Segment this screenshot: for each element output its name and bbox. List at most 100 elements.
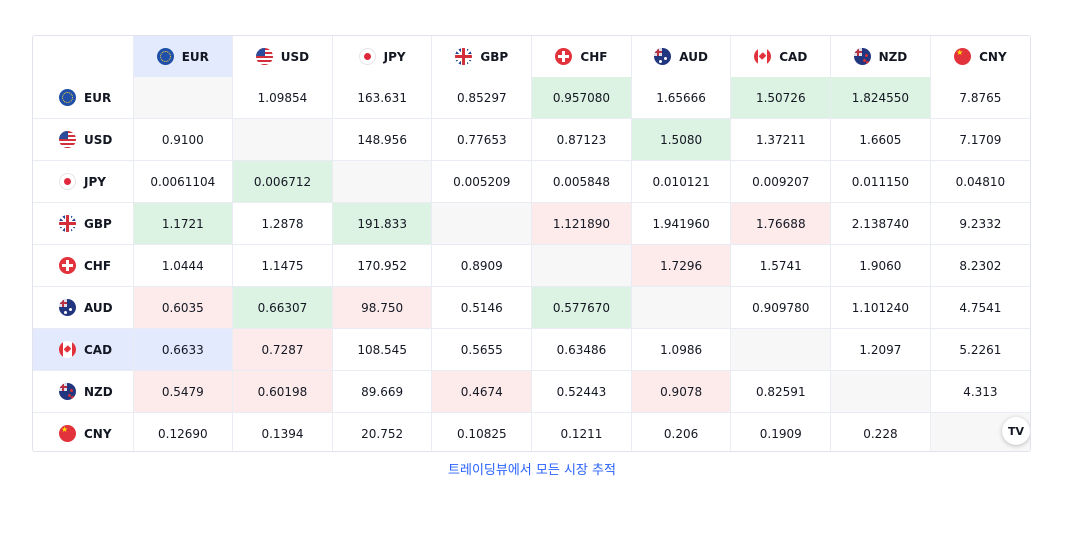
rate-cell[interactable]: 0.10825 [431, 412, 533, 451]
rate-cell[interactable]: 1.2878 [232, 202, 333, 245]
rate-cell[interactable]: 1.7296 [630, 244, 732, 287]
rate-cell[interactable]: 0.5479 [132, 370, 234, 413]
rate-cell[interactable]: 0.011150 [830, 160, 931, 203]
rate-cell[interactable]: 0.04810 [929, 160, 1030, 203]
row-header-cad[interactable]: CAD [33, 328, 134, 371]
rate-cell[interactable]: 89.669 [331, 370, 433, 413]
rate-cell[interactable]: 0.5146 [431, 286, 533, 329]
column-header-usd[interactable]: USD [232, 36, 333, 77]
rate-cell [531, 244, 632, 287]
column-header-jpy[interactable]: JPY [331, 36, 433, 77]
rate-cell[interactable]: 0.1909 [730, 412, 832, 451]
rate-cell[interactable]: 170.952 [331, 244, 433, 287]
rate-cell[interactable]: 1.941960 [630, 202, 732, 245]
column-header-eur[interactable]: EUR [132, 36, 234, 77]
rate-cell[interactable]: 0.228 [830, 412, 931, 451]
row-header-gbp[interactable]: GBP [33, 202, 134, 245]
row-header-cny[interactable]: CNY [33, 412, 134, 451]
track-all-markets-link[interactable]: 트레이딩뷰에서 모든 시장 추적 [448, 463, 616, 478]
column-header-gbp[interactable]: GBP [431, 36, 533, 77]
rate-cell[interactable]: 0.52443 [531, 370, 632, 413]
rate-cell[interactable]: 1.9060 [830, 244, 931, 287]
rate-cell[interactable]: 0.005848 [531, 160, 632, 203]
rate-cell[interactable]: 4.7541 [929, 286, 1030, 329]
tradingview-logo-icon[interactable]: TV [1002, 417, 1030, 445]
row-header-jpy[interactable]: JPY [33, 160, 134, 203]
table-row: GBP 1.1721 1.2878 191.833 1.121890 1.941960 1.… [33, 202, 1030, 245]
rate-cell[interactable]: 1.65666 [630, 77, 732, 119]
rate-cell[interactable]: 1.5080 [630, 118, 732, 161]
rate-cell[interactable]: 1.37211 [730, 118, 832, 161]
column-header-aud[interactable]: AUD [630, 36, 732, 77]
rate-cell[interactable]: 1.121890 [531, 202, 632, 245]
rate-cell[interactable]: 5.2261 [929, 328, 1030, 371]
column-header-cad[interactable]: CAD [730, 36, 832, 77]
rate-cell[interactable]: 0.6035 [132, 286, 234, 329]
rate-cell[interactable]: 0.6633 [132, 328, 234, 371]
row-header-aud[interactable]: AUD [33, 286, 134, 329]
rate-cell[interactable]: 0.957080 [531, 77, 632, 119]
rate-cell[interactable]: 0.909780 [730, 286, 832, 329]
rate-cell[interactable]: 4.313 [929, 370, 1030, 413]
rate-cell[interactable]: 0.12690 [132, 412, 234, 451]
rate-cell[interactable]: 8.2302 [929, 244, 1030, 287]
rate-cell[interactable]: 9.2332 [929, 202, 1030, 245]
rate-cell[interactable]: 1.76688 [730, 202, 832, 245]
rate-cell[interactable]: 0.009207 [730, 160, 832, 203]
rate-cell[interactable]: 0.010121 [630, 160, 732, 203]
us-flag-icon [255, 48, 273, 65]
rate-cell[interactable]: 1.09854 [232, 77, 333, 119]
rate-cell[interactable]: 20.752 [331, 412, 433, 451]
rate-cell[interactable]: 1.1721 [132, 202, 234, 245]
table-row: EUR 1.09854 163.631 0.85297 0.957080 1.65666 1… [33, 77, 1030, 119]
rate-cell[interactable]: 0.1394 [232, 412, 333, 451]
rate-cell[interactable]: 0.206 [630, 412, 732, 451]
rate-cell[interactable]: 0.60198 [232, 370, 333, 413]
rate-cell[interactable]: 1.50726 [730, 77, 832, 119]
rate-cell[interactable]: 108.545 [331, 328, 433, 371]
rate-cell[interactable]: 7.1709 [929, 118, 1030, 161]
rate-cell[interactable]: 0.7287 [232, 328, 333, 371]
rate-cell[interactable]: 163.631 [331, 77, 433, 119]
rate-cell [331, 160, 433, 203]
rate-cell[interactable]: 0.66307 [232, 286, 333, 329]
rate-cell[interactable]: 0.4674 [431, 370, 533, 413]
rate-cell[interactable]: 1.824550 [830, 77, 931, 119]
rate-cell[interactable]: 2.138740 [830, 202, 931, 245]
rate-cell[interactable]: 1.101240 [830, 286, 931, 329]
rate-cell[interactable]: 1.2097 [830, 328, 931, 371]
rate-cell[interactable]: 0.577670 [531, 286, 632, 329]
rate-cell[interactable]: 7.8765 [929, 77, 1030, 119]
table-row: CHF 1.0444 1.1475 170.952 0.8909 1.7296 1.5741… [33, 244, 1030, 287]
rate-cell[interactable]: 0.006712 [232, 160, 333, 203]
row-header-nzd[interactable]: NZD [33, 370, 134, 413]
row-header-chf[interactable]: CHF [33, 244, 134, 287]
rate-cell[interactable]: 0.0061104 [132, 160, 234, 203]
rate-cell[interactable]: 1.1475 [232, 244, 333, 287]
eu-flag-icon [59, 89, 76, 106]
rate-cell[interactable]: 1.6605 [830, 118, 931, 161]
rate-cell[interactable]: 0.82591 [730, 370, 832, 413]
rate-cell[interactable]: 0.5655 [431, 328, 533, 371]
rate-cell[interactable]: 1.0986 [630, 328, 732, 371]
rate-cell[interactable]: 148.956 [331, 118, 433, 161]
rate-cell[interactable]: 0.1211 [531, 412, 632, 451]
column-header-cny[interactable]: CNY [929, 36, 1030, 77]
rate-cell[interactable]: 0.8909 [431, 244, 533, 287]
rate-cell[interactable]: 1.5741 [730, 244, 832, 287]
rate-cell[interactable]: 0.87123 [531, 118, 632, 161]
row-header-usd[interactable]: USD [33, 118, 134, 161]
rate-cell[interactable]: 0.005209 [431, 160, 533, 203]
rate-cell[interactable]: 0.85297 [431, 77, 533, 119]
column-header-chf[interactable]: CHF [531, 36, 632, 77]
rate-cell[interactable]: 0.9100 [132, 118, 234, 161]
new-zealand-flag-icon [853, 48, 871, 65]
rate-cell[interactable]: 191.833 [331, 202, 433, 245]
row-header-eur[interactable]: EUR [33, 77, 134, 119]
rate-cell[interactable]: 0.9078 [630, 370, 732, 413]
rate-cell[interactable]: 0.63486 [531, 328, 632, 371]
rate-cell[interactable]: 98.750 [331, 286, 433, 329]
column-header-nzd[interactable]: NZD [830, 36, 931, 77]
rate-cell[interactable]: 1.0444 [132, 244, 234, 287]
rate-cell[interactable]: 0.77653 [431, 118, 533, 161]
